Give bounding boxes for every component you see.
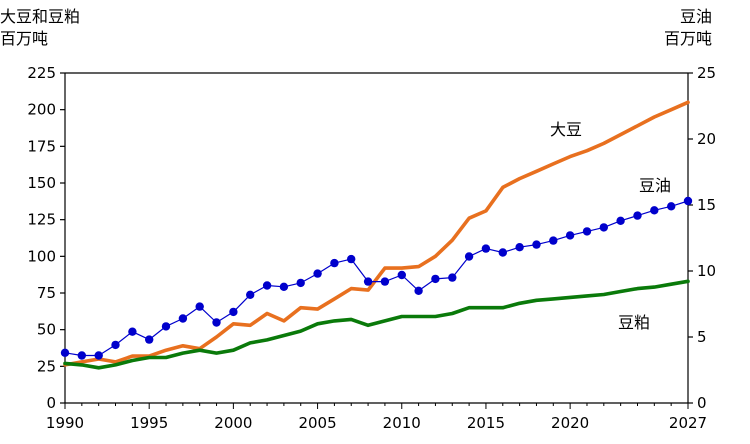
right-y-tick-label: 20 [697, 130, 716, 148]
series-point-soy-oil [178, 314, 188, 323]
left-y-tick-label: 75 [37, 284, 56, 302]
left-y-tick-label: 225 [27, 64, 56, 82]
left-y-tick-label: 25 [37, 357, 56, 375]
x-tick-label: 2010 [383, 414, 421, 432]
series-point-soy-oil [111, 340, 120, 350]
right-axis-label-line1: 豆油 [680, 7, 712, 26]
series-point-soy-oil [347, 254, 356, 264]
right-y-tick-label: 15 [697, 196, 716, 214]
x-tick-label: 2027 [669, 414, 707, 432]
x-tick-label: 1990 [46, 414, 84, 432]
series-label-soy-meal: 豆粕 [618, 313, 650, 332]
series-point-soy-oil [330, 258, 339, 268]
series-point-soy-oil [532, 240, 541, 249]
series-point-soy-oil [296, 278, 305, 288]
left-y-tick-label: 125 [27, 211, 56, 229]
series-point-soy-oil [683, 196, 693, 206]
x-tick-label: 1995 [130, 414, 168, 432]
left-axis-label-line1: 大豆和豆粕 [0, 7, 80, 26]
series-point-soy-oil [212, 318, 221, 327]
series-point-soy-oil [481, 244, 491, 253]
x-tick-label: 2015 [467, 414, 505, 432]
series-point-soy-oil [246, 290, 255, 299]
series-point-soy-oil [363, 277, 373, 286]
right-y-tick-label: 25 [697, 64, 716, 82]
series-point-soy-oil [565, 231, 575, 240]
series-point-soy-oil [145, 335, 154, 344]
series-point-soy-oil [94, 351, 103, 360]
series-point-soy-oil [464, 252, 474, 261]
series-point-soy-oil [229, 307, 238, 317]
series-point-soy-oil [633, 211, 642, 220]
series-point-soy-oil [431, 274, 440, 284]
series-point-soy-oil [128, 327, 137, 336]
right-axis-label-line2: 百万吨 [664, 29, 712, 48]
left-axis-label-line2: 百万吨 [0, 29, 48, 48]
series-point-soy-oil [60, 348, 70, 357]
series-point-soy-oil [448, 273, 457, 282]
series-point-soy-oil [397, 270, 406, 280]
series-point-soy-oil [161, 322, 171, 331]
x-tick-label: 2005 [298, 414, 336, 432]
left-y-tick-label: 50 [37, 321, 56, 339]
left-y-tick-label: 175 [27, 137, 56, 155]
left-y-tick-label: 150 [27, 174, 56, 192]
series-point-soy-oil [650, 206, 659, 215]
series-label-soy-oil: 豆油 [639, 176, 671, 195]
series-point-soy-oil [582, 227, 592, 236]
left-y-tick-label: 200 [27, 101, 56, 119]
x-tick-label: 2000 [214, 414, 252, 432]
series-point-soy-oil [313, 269, 322, 278]
series-point-soy-oil [599, 223, 608, 232]
series-line-soy-meal [63, 279, 690, 370]
series-point-soy-oil [77, 351, 87, 360]
series-point-soy-oil [195, 302, 204, 311]
left-y-tick-label: 100 [27, 247, 56, 265]
series-line-soybean [63, 100, 690, 367]
series-label-soybean: 大豆 [550, 120, 582, 139]
series-point-soy-oil [279, 282, 289, 291]
ticks-layer: 0 25 50 75 100 125 150 175 200 225 0 5 10 15 20 25 1990 1… [27, 64, 716, 432]
series-point-soy-oil [262, 281, 272, 290]
left-y-tick-label: 0 [46, 394, 56, 412]
series-point-soy-oil [616, 216, 625, 225]
series-point-soy-oil [549, 236, 558, 245]
series-point-soy-oil [498, 248, 507, 257]
series-point-soy-oil [414, 286, 423, 295]
series-point-soy-oil [380, 277, 390, 286]
right-y-tick-label: 5 [697, 328, 707, 346]
series-layer [60, 100, 693, 370]
series-point-soy-oil [667, 202, 676, 211]
right-y-tick-label: 10 [697, 262, 716, 280]
right-y-tick-label: 0 [697, 394, 707, 412]
x-tick-label: 2020 [551, 414, 589, 432]
series-point-soy-oil [515, 243, 524, 252]
